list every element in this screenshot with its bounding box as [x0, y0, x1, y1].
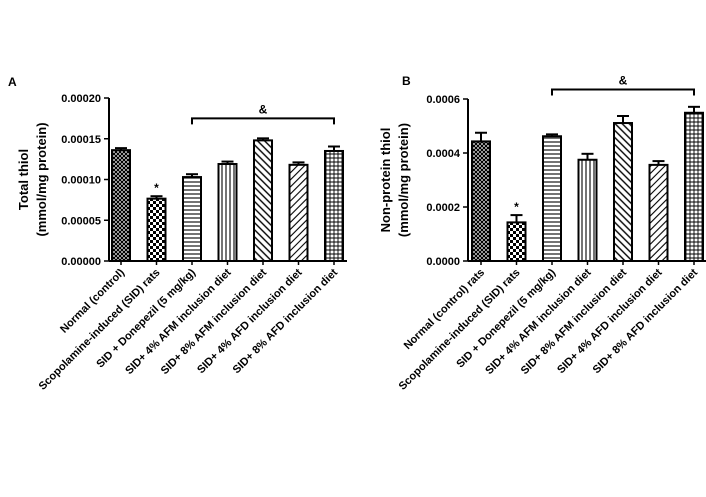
bar — [684, 111, 704, 262]
panel-label: B — [402, 74, 411, 88]
bar — [613, 122, 633, 262]
bar — [146, 197, 167, 262]
category-label: Normal (control) — [58, 266, 127, 335]
panel-a: A Total thiol (mmol/mg protein) 0.00000 0.00… — [8, 75, 347, 393]
significance-marker: * — [154, 181, 159, 195]
y-tick-label: 0.00000 — [61, 256, 101, 268]
y-axis-units: (mmol/mg protein) — [34, 122, 49, 236]
bar — [217, 163, 238, 262]
bar — [288, 163, 309, 262]
y-axis-units: (mmol/mg protein) — [396, 123, 411, 237]
bar — [182, 176, 202, 262]
bar — [648, 163, 669, 263]
bar — [253, 139, 273, 263]
significance-bracket — [551, 88, 695, 96]
y-axis-title: Total thiol — [16, 149, 31, 210]
bar — [111, 149, 131, 262]
y-axis-title: Non-protein thiol — [378, 128, 393, 233]
y-tick-label: 0.00015 — [61, 134, 101, 146]
y-tick-label: 0.0002 — [426, 202, 460, 214]
y-tick-label: 0.00020 — [61, 93, 101, 105]
bar — [542, 135, 562, 262]
y-tick-label: 0.0004 — [426, 148, 461, 160]
bracket-label: & — [259, 102, 268, 116]
y-tick-label: 0.0006 — [426, 94, 460, 106]
y-tick-label: 0.0000 — [426, 256, 460, 268]
bar — [324, 149, 344, 263]
y-tick-label: 0.00005 — [61, 215, 101, 227]
significance-bracket — [191, 117, 335, 125]
bar — [577, 158, 598, 262]
significance-marker: * — [514, 200, 519, 214]
bar — [471, 140, 491, 262]
panel-label: A — [8, 75, 17, 89]
panel-b: B Non-protein thiol (mmol/mg protein) 0.000… — [378, 74, 706, 393]
y-tick-label: 0.00010 — [61, 175, 101, 187]
bracket-label: & — [619, 74, 628, 88]
bar — [506, 221, 527, 262]
